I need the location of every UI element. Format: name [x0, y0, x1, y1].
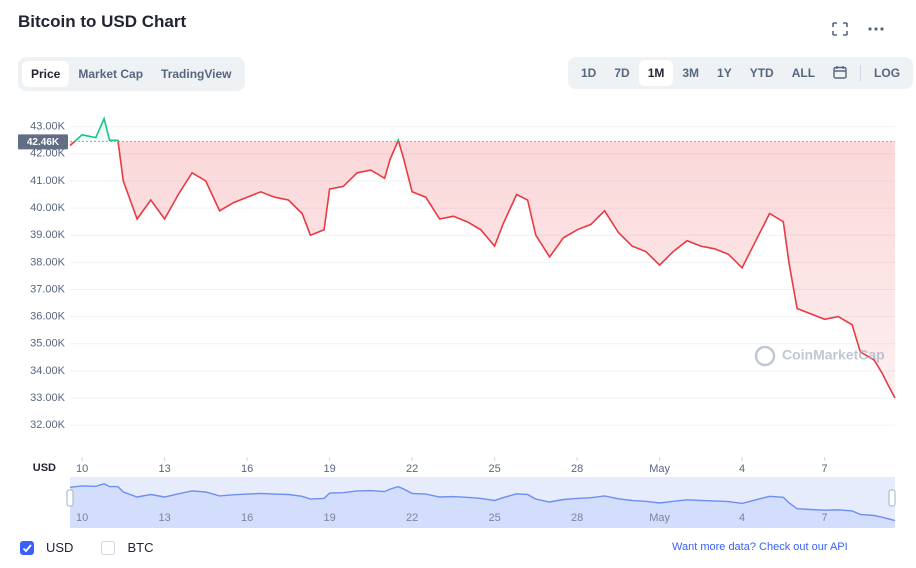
x-tick-label: May [649, 463, 670, 475]
chart: 32.00K 33.00K 34.00K 35.00K 36.00K 37.00K 38.0… [18, 116, 896, 528]
checkbox[interactable] [101, 540, 116, 555]
y-tick-label: 34.00K [30, 365, 66, 377]
x-tick-label: 22 [406, 463, 418, 475]
tab[interactable]: TradingView [161, 67, 232, 81]
navigator-tick-label: 16 [241, 512, 253, 524]
navigator-tick-label: 19 [323, 512, 335, 524]
navigator-tick-label: 4 [739, 512, 745, 524]
x-tick-label: 10 [76, 463, 88, 475]
x-tick-label: 13 [158, 463, 170, 475]
legend-label: BTC [127, 540, 154, 555]
check [22, 543, 32, 552]
x-tick-label: 25 [488, 463, 500, 475]
legend-label: USD [46, 540, 74, 555]
range-group: 1D 7D 1M 3M 1Y YTD ALL LOG [568, 57, 914, 89]
navigator-tick-label: 25 [488, 512, 500, 524]
y-tick-label: 39.00K [30, 229, 66, 241]
y-tick-label: 42.00K [30, 148, 66, 160]
range-button[interactable]: 1M [638, 60, 674, 86]
y-tick-label: 43.00K [30, 121, 66, 133]
checkbox[interactable] [20, 540, 34, 555]
navigator-handle[interactable] [888, 489, 896, 507]
reference-badge [18, 134, 68, 150]
range-button[interactable]: 1Y [717, 66, 732, 80]
watermark: CoinMarketCap [782, 347, 885, 363]
x-axis-label: USD [33, 462, 56, 474]
api-link[interactable]: Want more data? Check out our API [672, 541, 848, 553]
navigator-tick-label: 10 [76, 512, 88, 524]
x-tick-label: 19 [323, 463, 335, 475]
legend-item[interactable]: BTC [101, 540, 153, 555]
tab[interactable]: Market Cap [78, 67, 144, 81]
x-tick-label: 7 [822, 463, 828, 475]
navigator-tick-label: 7 [822, 512, 828, 524]
separator [860, 65, 862, 81]
y-tick-label: 33.00K [30, 392, 66, 404]
y-tick-label: 32.00K [30, 419, 66, 431]
navigator-tick-label: 13 [158, 512, 170, 524]
range-button[interactable]: YTD [749, 66, 774, 80]
navigator-tick-label: 22 [406, 512, 418, 524]
navigator-line [69, 483, 896, 522]
range-button[interactable]: 1D [581, 66, 597, 80]
x-tick-label: 16 [241, 463, 253, 475]
tab[interactable]: Price [22, 61, 70, 87]
watermark-logo [754, 345, 776, 367]
navigator-tick-label: May [649, 512, 670, 524]
tab-group: Price Market Cap TradingView [18, 57, 245, 91]
x-tick-label: 4 [739, 463, 745, 475]
y-tick-label: 35.00K [30, 338, 66, 350]
legend-item[interactable]: USD [20, 540, 73, 555]
y-tick-label: 38.00K [30, 256, 66, 268]
y-tick-label: 41.00K [30, 175, 66, 187]
range-button[interactable]: 7D [614, 66, 630, 80]
navigator-tick-label: 28 [571, 512, 583, 524]
icons[interactable] [828, 18, 898, 38]
price-line [69, 116, 896, 399]
y-tick-label: 37.00K [30, 283, 66, 295]
calendar-icon [833, 65, 847, 79]
range-button[interactable]: ALL [791, 66, 816, 80]
calendar-button[interactable] [824, 59, 856, 88]
log-button[interactable]: LOG [874, 66, 901, 80]
legend: USD BTC [20, 540, 153, 555]
y-tick-label: 36.00K [30, 311, 66, 323]
navigator-handle[interactable] [66, 489, 74, 507]
reference-label: 42.46K [27, 137, 60, 148]
y-tick-label: 40.00K [30, 202, 66, 214]
navigator-area [70, 483, 895, 528]
title: Bitcoin to USD Chart [18, 12, 187, 31]
area [70, 118, 895, 398]
x-tick-label: 28 [571, 463, 583, 475]
range-button[interactable]: 3M [682, 66, 700, 80]
